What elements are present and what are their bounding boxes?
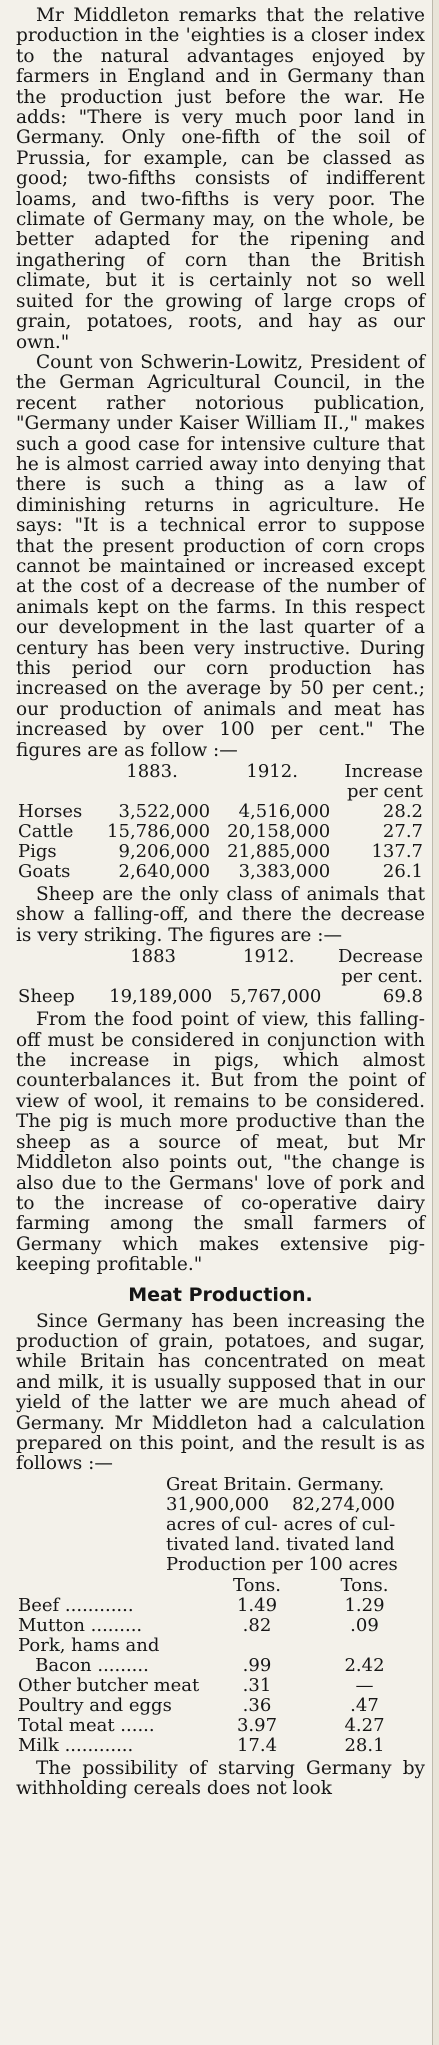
cell-1883: 15,786,000 <box>107 821 211 843</box>
table-header-row: Tons. Tons. <box>16 1574 425 1596</box>
cell-1912: 20,158,000 <box>227 821 331 843</box>
row-label: Milk ............ <box>18 1734 134 1756</box>
unit-header-germany: Tons. <box>340 1574 389 1596</box>
table-row: Cattle 15,786,000 20,158,000 27.7 <box>16 822 425 842</box>
cell-germany: 28.1 <box>344 1734 385 1756</box>
table-header-row: per cent <box>16 782 425 802</box>
cell-1912: 21,885,000 <box>227 841 331 863</box>
row-label: Horses <box>18 801 83 823</box>
cell-britain: .31 <box>242 1674 272 1696</box>
paragraph-meat-production: Since Germany has been increasing the pr… <box>16 1310 425 1475</box>
row-label: Cattle <box>18 821 74 843</box>
cell-1883: 9,206,000 <box>118 841 211 863</box>
cell-germany: .09 <box>350 1614 379 1636</box>
paragraph-starving-germany: The possibility of starving Germany by w… <box>16 1757 425 1800</box>
table-row: Poultry and eggs .36 .47 <box>16 1694 425 1716</box>
table-row: Beef ............ 1.49 1.29 <box>16 1594 425 1616</box>
cell-britain: .99 <box>242 1654 272 1676</box>
adjacent-column-edge <box>432 0 439 2045</box>
row-label: Beef ............ <box>18 1594 134 1616</box>
cell-britain: 3.97 <box>236 1714 278 1736</box>
column-header-1912: 1912. <box>246 761 298 783</box>
table-row: Total meat ...... 3.97 4.27 <box>16 1714 425 1736</box>
cell-1912: 5,767,000 <box>229 986 322 1008</box>
cell-1883: 19,189,000 <box>109 986 213 1008</box>
cell-percent: 27.7 <box>382 821 423 843</box>
paragraph-food-point-of-view: From the food point of view, this fallin… <box>16 1009 425 1276</box>
row-label: Mutton ......... <box>18 1614 143 1636</box>
table-header-row: 1883 1912. Decrease <box>16 947 425 967</box>
row-label: Pigs <box>18 841 57 863</box>
meat-production-table: Tons. Tons. Beef ............ 1.49 1.29 … <box>16 1574 425 1756</box>
cell-britain: .36 <box>242 1694 272 1716</box>
unit-header-britain: Tons. <box>233 1574 281 1596</box>
column-header-per-cent: per cent <box>346 781 423 803</box>
table-row: Other butcher meat .31 — <box>16 1674 425 1696</box>
meat-header-countries: Great Britain. Germany. <box>166 1473 385 1495</box>
cell-percent: 69.8 <box>382 986 423 1008</box>
paragraph-sheep-decrease: Sheep are the only class of animals that… <box>16 884 425 946</box>
meat-table-header: Great Britain. Germany. 31,900,000 82,27… <box>16 1473 425 1575</box>
column-header-1883: 1883 <box>130 946 176 968</box>
cell-germany <box>304 1636 425 1656</box>
row-label: Sheep <box>18 986 75 1008</box>
table-row: Sheep 19,189,000 5,767,000 69.8 <box>16 987 425 1007</box>
table-row: Bacon ......... .99 2.42 <box>16 1654 425 1676</box>
row-label: Other butcher meat <box>18 1674 200 1696</box>
cell-1883: 2,640,000 <box>118 861 211 883</box>
table-row: Mutton ......... .82 .09 <box>16 1614 425 1636</box>
cell-percent: 26.1 <box>382 861 423 883</box>
cell-germany: 1.29 <box>344 1594 385 1616</box>
table-row: Milk ............ 17.4 28.1 <box>16 1734 425 1756</box>
livestock-table: 1883. 1912. Increase per cent Horses 3,5… <box>16 762 425 882</box>
row-label: Goats <box>18 861 71 883</box>
cell-germany: 2.42 <box>344 1654 385 1676</box>
sheep-table: 1883 1912. Decrease per cent. Sheep 19,1… <box>16 947 425 1007</box>
meat-header-acres-of: acres of cul- acres of cul- <box>166 1513 396 1535</box>
cell-britain: .82 <box>242 1614 272 1636</box>
column-header-1883: 1883. <box>126 761 178 783</box>
cell-germany: .47 <box>350 1694 379 1716</box>
meat-header-acres: 31,900,000 82,274,000 <box>166 1493 396 1515</box>
cell-germany: — <box>355 1674 374 1696</box>
table-row: Pork, hams and <box>16 1634 425 1656</box>
paragraph-schwerin-lowitz: Count von Schwerin-Lowitz, President of … <box>16 351 425 761</box>
row-label: Pork, hams and <box>18 1634 160 1656</box>
table-row: Horses 3,522,000 4,516,000 28.2 <box>16 802 425 822</box>
cell-britain: 17.4 <box>236 1734 278 1756</box>
cell-1912: 3,383,000 <box>238 861 331 883</box>
meat-header-cultivated: tivated land. tivated land <box>166 1533 395 1555</box>
column-header-increase: Increase <box>344 761 423 783</box>
table-header-row: per cent. <box>16 967 425 987</box>
section-heading: Meat Production. <box>128 1283 313 1306</box>
column-header-decrease: Decrease <box>337 946 423 968</box>
cell-percent: 28.2 <box>382 801 423 823</box>
paragraph-middleton-remarks: Mr Middleton remarks that the relative p… <box>16 5 425 353</box>
table-header-row: 1883. 1912. Increase <box>16 762 425 782</box>
cell-britain <box>210 1636 304 1656</box>
row-label: Bacon ......... <box>18 1654 149 1676</box>
cell-britain: 1.49 <box>236 1594 278 1616</box>
cell-germany: 4.27 <box>344 1714 385 1736</box>
column-header-per-cent: per cent. <box>341 966 423 988</box>
table-row: Pigs 9,206,000 21,885,000 137.7 <box>16 842 425 862</box>
row-label: Poultry and eggs <box>18 1694 172 1716</box>
cell-1912: 4,516,000 <box>238 801 331 823</box>
cell-1883: 3,522,000 <box>118 801 211 823</box>
row-label: Total meat ...... <box>18 1714 155 1736</box>
cell-percent: 137.7 <box>371 841 423 863</box>
table-row: Goats 2,640,000 3,383,000 26.1 <box>16 862 425 882</box>
meat-header-production: Production per 100 acres <box>166 1553 398 1575</box>
column-header-1912: 1912. <box>243 946 295 968</box>
